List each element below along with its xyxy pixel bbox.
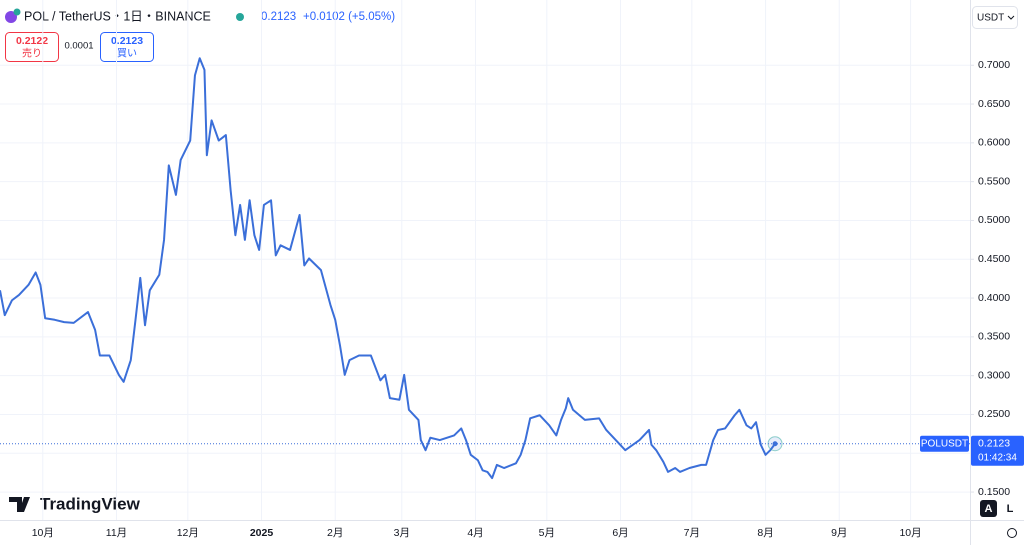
auto-scale-label: A xyxy=(985,503,993,515)
x-tick-label: 3月 xyxy=(394,527,410,539)
y-tick-label: 0.3500 xyxy=(978,331,1010,343)
x-tick-label: 10月 xyxy=(899,527,921,539)
x-tick-label: 9月 xyxy=(831,527,847,539)
price-tag xyxy=(971,435,1024,466)
symbol-title[interactable]: POL / TetherUS・1日・BINANCE xyxy=(24,9,211,23)
y-tick-label: 0.4000 xyxy=(978,292,1010,304)
last-point xyxy=(772,441,778,447)
header-price: 0.2123 xyxy=(261,11,296,23)
x-tick-label: 7月 xyxy=(684,527,700,539)
header-change: +0.0102 (+5.05%) xyxy=(303,11,395,23)
y-tick-label: 0.6500 xyxy=(978,98,1010,110)
market-status xyxy=(236,13,244,21)
price-line xyxy=(0,57,776,480)
auto-scale-button[interactable] xyxy=(980,500,997,517)
y-tick-label: 0.6000 xyxy=(978,137,1010,149)
x-tick-label: 2月 xyxy=(327,527,343,539)
buy-price: 0.2123 xyxy=(111,35,143,47)
x-tick-label: 8月 xyxy=(757,527,773,539)
x-tick-label: 4月 xyxy=(467,527,483,539)
x-tick-label: 2025 xyxy=(250,527,274,539)
currency-button[interactable] xyxy=(972,6,1018,29)
log-scale-label[interactable]: L xyxy=(1007,503,1014,515)
currency-label: USDT xyxy=(977,13,1004,24)
sell-button[interactable] xyxy=(5,32,59,62)
logo-mark xyxy=(9,497,30,512)
logo-text[interactable]: TradingView xyxy=(40,494,141,513)
y-tick-label: 0.2500 xyxy=(978,408,1010,420)
buy-label: 買い xyxy=(117,48,137,60)
symbol-icon xyxy=(5,11,17,23)
settings-icon[interactable] xyxy=(1007,528,1017,538)
currency-caret xyxy=(1007,15,1015,20)
y-tick-label: 0.3000 xyxy=(978,369,1010,381)
y-tick-label: 0.5500 xyxy=(978,175,1010,187)
sell-price: 0.2122 xyxy=(16,35,48,47)
x-tick-label: 11月 xyxy=(106,527,127,539)
x-tick-label: 12月 xyxy=(177,527,199,539)
price-tag-value: 0.2123 xyxy=(978,437,1010,449)
spread: 0.0001 xyxy=(64,41,93,52)
exchange-icon xyxy=(13,8,21,16)
buy-button[interactable] xyxy=(100,32,154,62)
y-tick-label: 0.7000 xyxy=(978,59,1010,71)
price-tag-countdown: 01:42:34 xyxy=(978,452,1017,463)
x-tick-label: 5月 xyxy=(539,527,555,539)
symbol-tag xyxy=(920,435,969,452)
y-tick-label: 0.5000 xyxy=(978,214,1010,226)
y-tick-label: 0.4500 xyxy=(978,253,1010,265)
sell-label: 売り xyxy=(22,47,42,60)
x-tick-label: 10月 xyxy=(32,527,54,539)
plot-area xyxy=(0,0,970,520)
symbol-tag-label: POLUSDT xyxy=(921,438,968,449)
x-tick-label: 6月 xyxy=(612,527,628,539)
y-tick-label: 0.1500 xyxy=(978,486,1010,498)
